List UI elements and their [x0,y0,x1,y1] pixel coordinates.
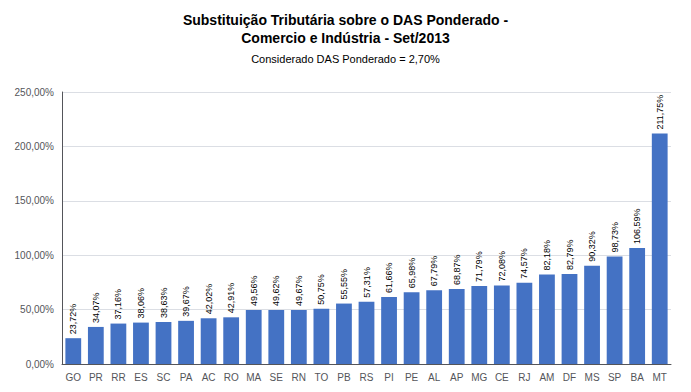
svg-text:100,00%: 100,00% [15,250,55,261]
svg-text:RO: RO [224,372,239,383]
svg-text:DF: DF [563,372,576,383]
svg-text:98,73%: 98,73% [610,222,620,253]
svg-text:38,06%: 38,06% [136,288,146,319]
svg-text:68,87%: 68,87% [452,255,462,286]
svg-text:61,66%: 61,66% [384,262,394,293]
svg-text:TO: TO [315,372,329,383]
svg-text:MS: MS [585,372,600,383]
svg-text:72,08%: 72,08% [497,251,507,282]
svg-text:90,32%: 90,32% [587,231,597,262]
svg-text:PA: PA [180,372,193,383]
svg-text:49,56%: 49,56% [249,276,259,307]
svg-text:RJ: RJ [518,372,530,383]
svg-text:RR: RR [111,372,125,383]
svg-text:50,75%: 50,75% [316,274,326,305]
svg-text:ES: ES [134,372,148,383]
svg-text:PE: PE [405,372,419,383]
svg-text:AC: AC [202,372,216,383]
svg-text:MT: MT [652,372,666,383]
svg-text:55,55%: 55,55% [339,269,349,300]
svg-text:0,00%: 0,00% [26,359,54,370]
svg-text:Comercio e Indústria - Set/201: Comercio e Indústria - Set/2013 [241,30,450,46]
svg-text:67,79%: 67,79% [429,256,439,287]
svg-text:Considerado DAS Ponderado = 2,: Considerado DAS Ponderado = 2,70% [251,53,440,65]
svg-text:49,62%: 49,62% [271,275,281,306]
svg-text:SC: SC [157,372,171,383]
svg-text:106,59%: 106,59% [632,208,642,244]
svg-text:250,00%: 250,00% [15,87,55,98]
svg-text:38,63%: 38,63% [159,287,169,318]
svg-text:74,57%: 74,57% [519,248,529,279]
svg-text:37,16%: 37,16% [113,289,123,320]
svg-text:49,67%: 49,67% [294,275,304,306]
svg-text:Substituição Tributária sobre: Substituição Tributária sobre o DAS Pond… [183,12,508,28]
svg-text:23,72%: 23,72% [68,304,78,335]
svg-text:57,31%: 57,31% [362,267,372,298]
svg-text:CE: CE [495,372,509,383]
svg-text:PR: PR [89,372,103,383]
svg-text:50,00%: 50,00% [20,304,54,315]
svg-text:RS: RS [360,372,374,383]
svg-text:AL: AL [428,372,441,383]
svg-text:SP: SP [608,372,622,383]
svg-text:200,00%: 200,00% [15,141,55,152]
svg-text:RN: RN [292,372,306,383]
svg-text:PB: PB [337,372,351,383]
svg-text:39,67%: 39,67% [181,286,191,317]
svg-text:MA: MA [246,372,261,383]
svg-text:42,02%: 42,02% [204,284,214,315]
svg-text:150,00%: 150,00% [15,195,55,206]
svg-text:AP: AP [450,372,464,383]
svg-text:65,98%: 65,98% [407,258,417,289]
svg-text:82,79%: 82,79% [565,239,575,270]
svg-text:34,07%: 34,07% [91,292,101,323]
svg-text:42,91%: 42,91% [226,283,236,314]
svg-text:71,79%: 71,79% [474,251,484,282]
svg-text:211,75%: 211,75% [655,95,665,130]
svg-text:AM: AM [539,372,554,383]
svg-text:GO: GO [65,372,81,383]
svg-text:PI: PI [384,372,393,383]
svg-text:BA: BA [630,372,644,383]
svg-text:SE: SE [270,372,284,383]
svg-text:82,18%: 82,18% [542,240,552,271]
svg-text:MG: MG [471,372,487,383]
